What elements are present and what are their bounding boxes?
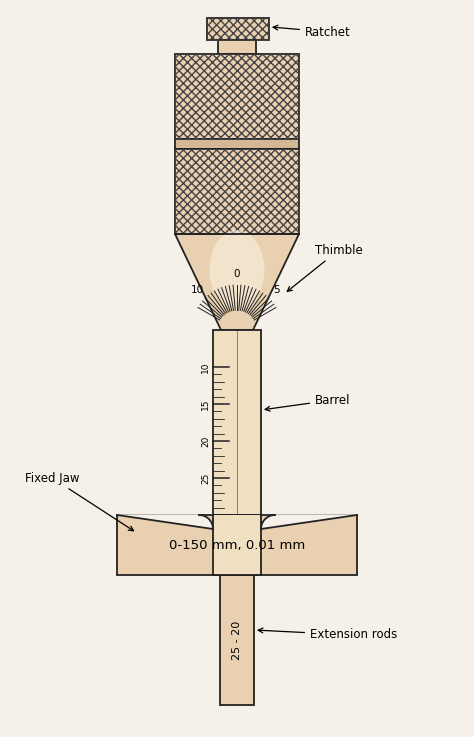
Polygon shape — [175, 234, 299, 330]
Bar — [213, 330, 261, 515]
Bar — [213, 515, 261, 575]
Text: Ratchet: Ratchet — [273, 25, 351, 38]
Text: 15: 15 — [201, 398, 210, 410]
Text: 5: 5 — [273, 285, 280, 296]
Text: 25 - 20: 25 - 20 — [232, 621, 242, 660]
Bar — [207, 18, 269, 40]
Text: 0-150 mm, 0.01 mm: 0-150 mm, 0.01 mm — [169, 539, 305, 551]
Bar — [207, 18, 269, 40]
Text: 10: 10 — [201, 361, 210, 373]
Bar — [220, 575, 254, 705]
Bar — [117, 515, 357, 575]
Text: Thimble: Thimble — [287, 243, 363, 291]
Bar — [175, 139, 299, 149]
Text: 25: 25 — [201, 472, 210, 483]
Polygon shape — [117, 515, 213, 529]
Bar — [218, 40, 256, 54]
Text: 20: 20 — [201, 436, 210, 447]
Text: 0: 0 — [234, 269, 240, 279]
Bar — [175, 149, 299, 234]
Text: Extension rods: Extension rods — [258, 628, 397, 641]
Polygon shape — [261, 515, 357, 529]
Text: 10: 10 — [191, 285, 204, 296]
Bar — [175, 54, 299, 139]
Text: Fixed Jaw: Fixed Jaw — [25, 472, 134, 531]
Text: Barrel: Barrel — [265, 394, 350, 411]
Bar — [175, 149, 299, 234]
Bar — [175, 54, 299, 139]
Ellipse shape — [210, 230, 264, 310]
